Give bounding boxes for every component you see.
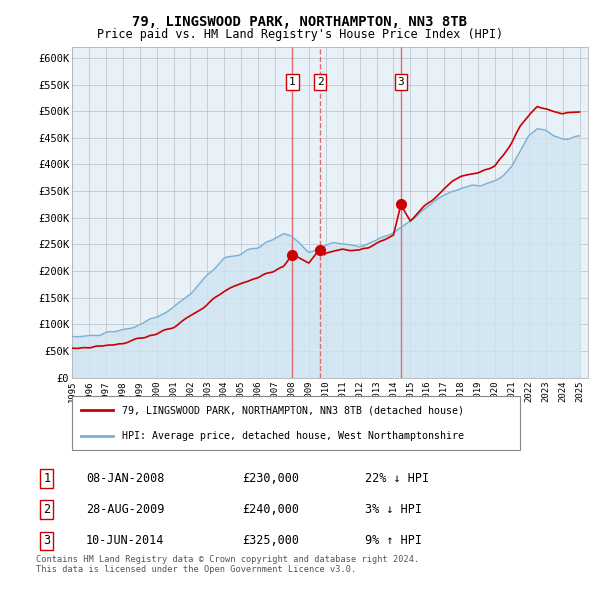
Text: 08-JAN-2008: 08-JAN-2008 [86, 472, 164, 485]
Text: 3: 3 [398, 77, 404, 87]
Text: 28-AUG-2009: 28-AUG-2009 [86, 503, 164, 516]
Text: 22% ↓ HPI: 22% ↓ HPI [365, 472, 429, 485]
Text: 10-JUN-2014: 10-JUN-2014 [86, 535, 164, 548]
Text: HPI: Average price, detached house, West Northamptonshire: HPI: Average price, detached house, West… [121, 431, 464, 441]
Text: 9% ↑ HPI: 9% ↑ HPI [365, 535, 422, 548]
Text: £230,000: £230,000 [242, 472, 299, 485]
Text: Contains HM Land Registry data © Crown copyright and database right 2024.
This d: Contains HM Land Registry data © Crown c… [35, 555, 419, 574]
FancyBboxPatch shape [72, 396, 520, 450]
Text: 2: 2 [43, 503, 50, 516]
Text: 3% ↓ HPI: 3% ↓ HPI [365, 503, 422, 516]
Text: £240,000: £240,000 [242, 503, 299, 516]
Text: 1: 1 [289, 77, 296, 87]
Text: Price paid vs. HM Land Registry's House Price Index (HPI): Price paid vs. HM Land Registry's House … [97, 28, 503, 41]
Text: £325,000: £325,000 [242, 535, 299, 548]
Text: 79, LINGSWOOD PARK, NORTHAMPTON, NN3 8TB (detached house): 79, LINGSWOOD PARK, NORTHAMPTON, NN3 8TB… [121, 405, 464, 415]
Text: 1: 1 [43, 472, 50, 485]
Text: 2: 2 [317, 77, 323, 87]
Text: 3: 3 [43, 535, 50, 548]
Text: 79, LINGSWOOD PARK, NORTHAMPTON, NN3 8TB: 79, LINGSWOOD PARK, NORTHAMPTON, NN3 8TB [133, 15, 467, 29]
